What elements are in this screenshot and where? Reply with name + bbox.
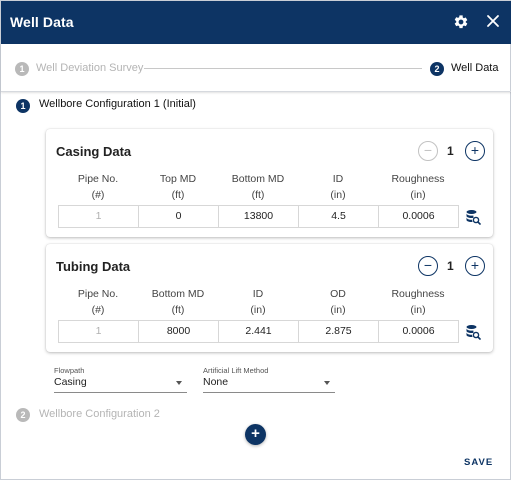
artificial-lift-value[interactable]: None [203, 376, 229, 388]
tubing-title: Tubing Data [56, 259, 131, 274]
tubing-header-bottom-md: Bottom MD (ft) [151, 288, 205, 316]
close-icon[interactable] [486, 14, 500, 28]
dialog-header: Well Data [1, 1, 511, 44]
tubing-data-card: Tubing Data − 1 + Pipe No. (#) Bottom MD(… [46, 244, 493, 352]
casing-cell-id[interactable]: 4.5 [298, 205, 379, 228]
tubing-header-od: OD (in) [330, 288, 346, 316]
wellbore-1-title[interactable]: Wellbore Configuration 1 (Initial) [39, 98, 196, 110]
casing-header-pipe-no: Pipe No. (#) [77, 173, 119, 201]
wizard-stepper: 1 Well Deviation Survey 2 Well Data [1, 44, 511, 92]
dialog-title: Well Data [10, 14, 74, 30]
artificial-lift-underline [203, 392, 335, 393]
casing-title: Casing Data [56, 144, 132, 159]
casing-cell-top-md[interactable]: 0 [138, 205, 219, 228]
tubing-increment-button[interactable]: + [465, 256, 485, 276]
step-2-label[interactable]: Well Data [451, 62, 499, 74]
casing-cell-roughness[interactable]: 0.0006 [378, 205, 459, 228]
flowpath-value[interactable]: Casing [54, 376, 87, 388]
casing-cell-pipe-no: 1 [58, 205, 139, 228]
chevron-down-icon[interactable] [324, 381, 330, 385]
casing-header-bottom-md: Bottom MD (ft) [231, 173, 285, 201]
step-1-label[interactable]: Well Deviation Survey [36, 62, 144, 74]
tubing-cell-od[interactable]: 2.875 [298, 320, 379, 343]
casing-data-card: Casing Data − 1 + Pipe No. (#) Top MD (ft)… [46, 129, 493, 237]
casing-header-id: ID (in) [330, 173, 346, 201]
casing-cell-bottom-md[interactable]: 13800 [218, 205, 299, 228]
tubing-header-id: ID (in) [250, 288, 266, 316]
casing-header-roughness: Roughness (in) [391, 173, 445, 201]
tubing-cell-id[interactable]: 2.441 [218, 320, 299, 343]
step-connector [144, 68, 422, 69]
step-1-number[interactable]: 1 [15, 62, 29, 76]
casing-decrement-button[interactable]: − [418, 141, 438, 161]
wellbore-2-title[interactable]: Wellbore Configuration 2 [39, 408, 160, 420]
artificial-lift-label: Artificial Lift Method [203, 366, 269, 375]
database-search-icon[interactable] [465, 209, 481, 225]
tubing-cell-pipe-no: 1 [58, 320, 139, 343]
tubing-cell-roughness[interactable]: 0.0006 [378, 320, 459, 343]
tubing-header-roughness: Roughness (in) [391, 288, 445, 316]
wellbore-2-number[interactable]: 2 [16, 408, 30, 422]
database-search-icon[interactable] [465, 324, 481, 340]
casing-increment-button[interactable]: + [465, 141, 485, 161]
tubing-header-pipe-no: Pipe No. (#) [77, 288, 119, 316]
tubing-decrement-button[interactable]: − [418, 256, 438, 276]
tubing-cell-bottom-md[interactable]: 8000 [138, 320, 219, 343]
flowpath-underline [54, 392, 187, 393]
chevron-down-icon[interactable] [176, 381, 182, 385]
flowpath-label: Flowpath [54, 366, 85, 375]
save-button[interactable]: SAVE [464, 457, 494, 468]
tubing-count: 1 [447, 259, 454, 273]
wellbore-1-number[interactable]: 1 [16, 99, 30, 113]
casing-count: 1 [447, 144, 454, 158]
casing-header-top-md: Top MD (ft) [159, 173, 197, 201]
add-wellbore-button[interactable]: + [245, 424, 266, 445]
step-2-number[interactable]: 2 [430, 62, 444, 76]
gear-icon[interactable] [453, 14, 469, 30]
